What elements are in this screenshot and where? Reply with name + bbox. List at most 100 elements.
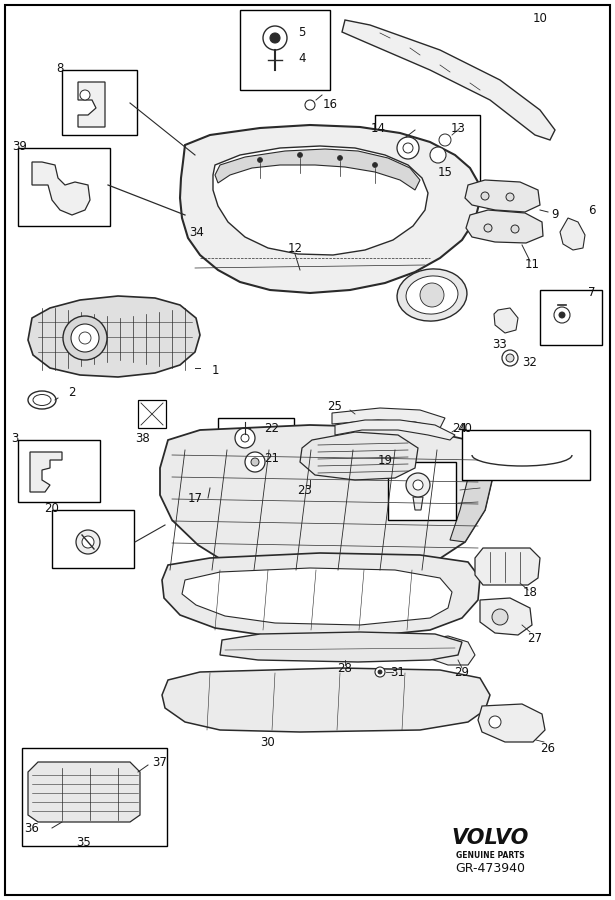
Polygon shape (560, 218, 585, 250)
Text: 22: 22 (264, 421, 279, 435)
Text: VOLVO: VOLVO (451, 828, 529, 848)
Text: 13: 13 (451, 122, 466, 134)
Polygon shape (180, 125, 480, 293)
Circle shape (406, 473, 430, 497)
Text: 38: 38 (136, 431, 151, 445)
Polygon shape (494, 308, 518, 333)
Bar (462, 430, 590, 480)
Text: 32: 32 (523, 356, 538, 368)
Text: 12: 12 (287, 241, 303, 255)
Polygon shape (28, 296, 200, 377)
Text: 18: 18 (523, 586, 538, 598)
Text: 4: 4 (298, 51, 306, 65)
Circle shape (76, 530, 100, 554)
Circle shape (80, 90, 90, 100)
Polygon shape (465, 180, 540, 212)
Polygon shape (424, 636, 475, 665)
Circle shape (397, 137, 419, 159)
Text: 7: 7 (589, 285, 596, 299)
Circle shape (82, 536, 94, 548)
Circle shape (489, 716, 501, 728)
Circle shape (71, 324, 99, 352)
Circle shape (481, 192, 489, 200)
Bar (375, 115, 480, 187)
Text: 23: 23 (298, 483, 312, 497)
Text: 21: 21 (264, 452, 279, 464)
Circle shape (63, 316, 107, 360)
Text: GENUINE PARTS: GENUINE PARTS (456, 850, 525, 860)
Text: 36: 36 (25, 822, 39, 834)
Polygon shape (220, 632, 462, 662)
Text: 30: 30 (261, 735, 276, 749)
Polygon shape (466, 210, 543, 243)
Circle shape (305, 100, 315, 110)
Polygon shape (480, 598, 532, 635)
Text: 40: 40 (458, 421, 472, 435)
Circle shape (375, 667, 385, 677)
Polygon shape (300, 432, 418, 480)
Text: 10: 10 (533, 12, 547, 24)
Circle shape (373, 163, 378, 167)
Bar (62, 70, 137, 135)
Bar (240, 10, 330, 90)
Text: 37: 37 (153, 755, 167, 769)
Bar (18, 148, 110, 226)
Text: 25: 25 (328, 400, 343, 412)
Circle shape (554, 307, 570, 323)
Circle shape (258, 158, 263, 163)
Polygon shape (475, 548, 540, 585)
Circle shape (270, 33, 280, 43)
Text: 14: 14 (370, 122, 386, 134)
Text: 29: 29 (454, 665, 469, 679)
Polygon shape (478, 704, 545, 742)
Polygon shape (32, 162, 90, 215)
Circle shape (403, 143, 413, 153)
Text: 15: 15 (437, 166, 453, 178)
Text: 17: 17 (188, 491, 202, 505)
Bar (540, 290, 602, 345)
Text: 2: 2 (68, 386, 76, 400)
Circle shape (338, 156, 343, 160)
Circle shape (298, 152, 303, 158)
Text: 28: 28 (338, 662, 352, 674)
Polygon shape (182, 568, 452, 625)
Text: 31: 31 (391, 665, 405, 679)
Text: 8: 8 (57, 61, 64, 75)
Text: GR-473940: GR-473940 (455, 861, 525, 875)
Circle shape (559, 312, 565, 318)
Ellipse shape (28, 391, 56, 409)
Circle shape (235, 428, 255, 448)
Text: 11: 11 (525, 258, 539, 272)
Bar (218, 418, 294, 480)
Circle shape (502, 350, 518, 366)
Bar (52, 510, 134, 568)
Circle shape (251, 458, 259, 466)
Text: 26: 26 (541, 742, 555, 754)
Text: 9: 9 (551, 209, 559, 221)
Polygon shape (342, 20, 555, 140)
Polygon shape (450, 440, 492, 542)
Ellipse shape (406, 276, 458, 314)
Polygon shape (30, 452, 62, 492)
Polygon shape (413, 497, 423, 510)
Text: 3: 3 (11, 431, 18, 445)
Text: 16: 16 (322, 98, 338, 112)
Text: 1: 1 (211, 364, 219, 376)
Bar (22, 748, 167, 846)
Circle shape (430, 147, 446, 163)
Bar (18, 440, 100, 502)
Circle shape (241, 434, 249, 442)
Text: 35: 35 (77, 836, 92, 850)
Polygon shape (215, 149, 420, 190)
Circle shape (439, 134, 451, 146)
Polygon shape (28, 762, 140, 822)
Circle shape (492, 609, 508, 625)
Polygon shape (160, 425, 492, 582)
Polygon shape (335, 420, 455, 440)
Polygon shape (162, 668, 490, 732)
Circle shape (413, 480, 423, 490)
Bar (138, 400, 166, 428)
Circle shape (263, 26, 287, 50)
Text: 34: 34 (189, 226, 204, 239)
Polygon shape (162, 553, 480, 638)
